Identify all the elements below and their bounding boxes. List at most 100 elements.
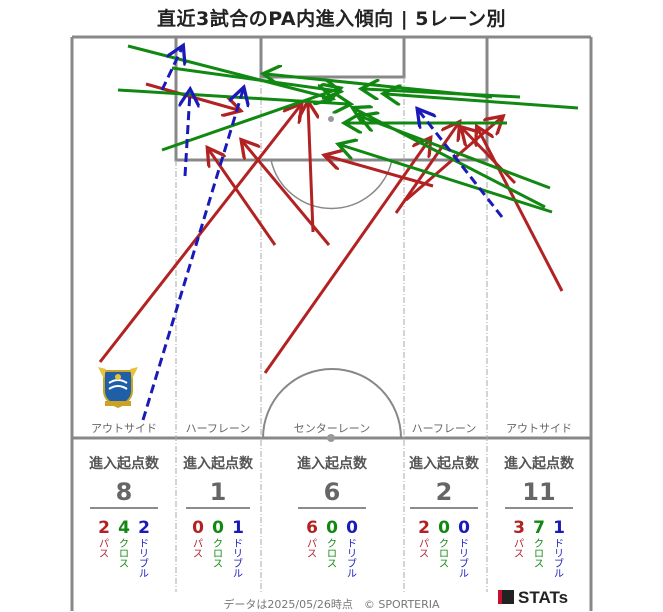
pass-arrows [98, 82, 564, 374]
dribble-type-label: ブ [554, 557, 564, 570]
cross-type-label: ス [534, 559, 544, 570]
pass-count: 3 [513, 518, 525, 538]
dribble-count: 2 [138, 518, 150, 538]
dribble-arrows [141, 48, 504, 421]
dribble-type-label: ル [554, 569, 564, 580]
cross-type-label: ロ [534, 549, 544, 560]
lane-stat-heading: 進入起点数 [89, 455, 160, 472]
lane-stats: 進入起点数 進入起点数 進入起点数 進入起点数 進入起点数 8 1 6 2 11 [89, 455, 575, 509]
pass-arrow [98, 106, 300, 363]
dribble-count: 1 [553, 518, 565, 538]
dribble-type-label: ド [139, 539, 149, 550]
pass-arrow [243, 142, 331, 246]
cross-type-label: ス [213, 559, 223, 570]
cross-arrow [386, 94, 579, 110]
cross-arrow [171, 66, 338, 91]
cross-count: 0 [212, 518, 224, 538]
dribble-count: 1 [232, 518, 244, 538]
lane-label: アウトサイド [506, 422, 572, 435]
dribble-type-label: ブ [459, 557, 469, 570]
cross-type-label: ク [439, 538, 449, 550]
cross-arrow [341, 145, 553, 214]
cross-type-label: ロ [327, 549, 337, 560]
pass-arrow [308, 104, 313, 233]
dribble-type-label: リ [459, 549, 469, 560]
pass-count: 0 [192, 518, 204, 538]
lane-stat-heading: 進入起点数 [504, 455, 575, 472]
lane-total: 11 [522, 478, 555, 506]
pass-type-label: パ [514, 538, 524, 550]
dribble-type-label: ル [139, 569, 149, 580]
pass-arrow [463, 129, 517, 185]
cross-arrow [266, 74, 493, 99]
cross-type-label: ス [327, 559, 337, 570]
pass-type-label: ス [514, 549, 524, 560]
cross-type-label: ク [119, 538, 129, 550]
dribble-count: 0 [346, 518, 358, 538]
dribble-type-label: リ [139, 549, 149, 560]
dribble-type-label: リ [554, 549, 564, 560]
pass-arrow [209, 150, 277, 246]
lane-total: 6 [324, 478, 341, 506]
dribble-type-label: ル [347, 569, 357, 580]
dribble-type-label: ル [233, 569, 243, 580]
lane-total: 8 [116, 478, 133, 506]
pass-type-label: パ [419, 538, 429, 550]
lane-label: ハーフレーン [186, 422, 251, 435]
pass-type-label: パ [193, 538, 203, 550]
dribble-count: 0 [458, 518, 470, 538]
cross-type-label: ス [119, 559, 129, 570]
cross-type-label: ス [439, 559, 449, 570]
pass-arrow [327, 156, 434, 188]
dribble-arrow [160, 48, 182, 91]
lane-stat-heading: 進入起点数 [183, 455, 254, 472]
cross-arrow [161, 89, 338, 152]
dribble-type-label: ブ [139, 557, 149, 570]
dribble-type-label: ド [233, 539, 243, 550]
cross-count: 7 [533, 518, 545, 538]
dribble-arrow [141, 90, 243, 421]
dribble-type-label: ド [347, 539, 357, 550]
dribble-type-label: ブ [347, 557, 357, 570]
cross-arrow [355, 109, 546, 209]
lane-total: 1 [210, 478, 227, 506]
dribble-arrow [419, 111, 504, 218]
pass-type-label: ス [99, 549, 109, 560]
lane-stat-heading: 進入起点数 [409, 455, 480, 472]
penalty-spot [328, 116, 334, 122]
pass-type-label: パ [307, 538, 317, 550]
brand-logo: STATs [498, 588, 568, 608]
brand-mark-icon [498, 590, 514, 604]
brand-name: STATs [518, 588, 569, 607]
cross-type-label: ロ [119, 549, 129, 560]
dribble-arrow [185, 92, 190, 177]
pass-type-label: パ [99, 538, 109, 550]
cross-type-label: ク [213, 538, 223, 550]
pass-arrow [394, 124, 458, 214]
team-crest [98, 367, 138, 409]
chart-title: 直近3試合のPA内進入傾向 | 5レーン別 [156, 8, 507, 30]
footer-credit: データは2025/05/26時点 © SPORTERIA [223, 598, 440, 611]
cross-count: 0 [326, 518, 338, 538]
lane-total: 2 [436, 478, 453, 506]
lane-label: ハーフレーン [412, 422, 477, 435]
pass-count: 6 [306, 518, 318, 538]
dribble-type-label: リ [347, 549, 357, 560]
dribble-type-label: ド [554, 539, 564, 550]
cross-count: 0 [438, 518, 450, 538]
pass-type-label: ス [307, 549, 317, 560]
cross-type-label: ロ [439, 549, 449, 560]
cross-type-label: ク [534, 538, 544, 550]
center-spot [327, 434, 335, 442]
lane-label: センターレーン [294, 422, 370, 435]
pass-arrow [263, 140, 429, 374]
lane-label: アウトサイド [91, 422, 157, 435]
cross-type-label: ク [327, 538, 337, 550]
cross-count: 4 [118, 518, 130, 538]
cross-type-label: ロ [213, 549, 223, 560]
dribble-type-label: ル [459, 569, 469, 580]
lane-stat-heading: 進入起点数 [297, 455, 368, 472]
dribble-type-label: リ [233, 549, 243, 560]
pass-count: 2 [418, 518, 430, 538]
